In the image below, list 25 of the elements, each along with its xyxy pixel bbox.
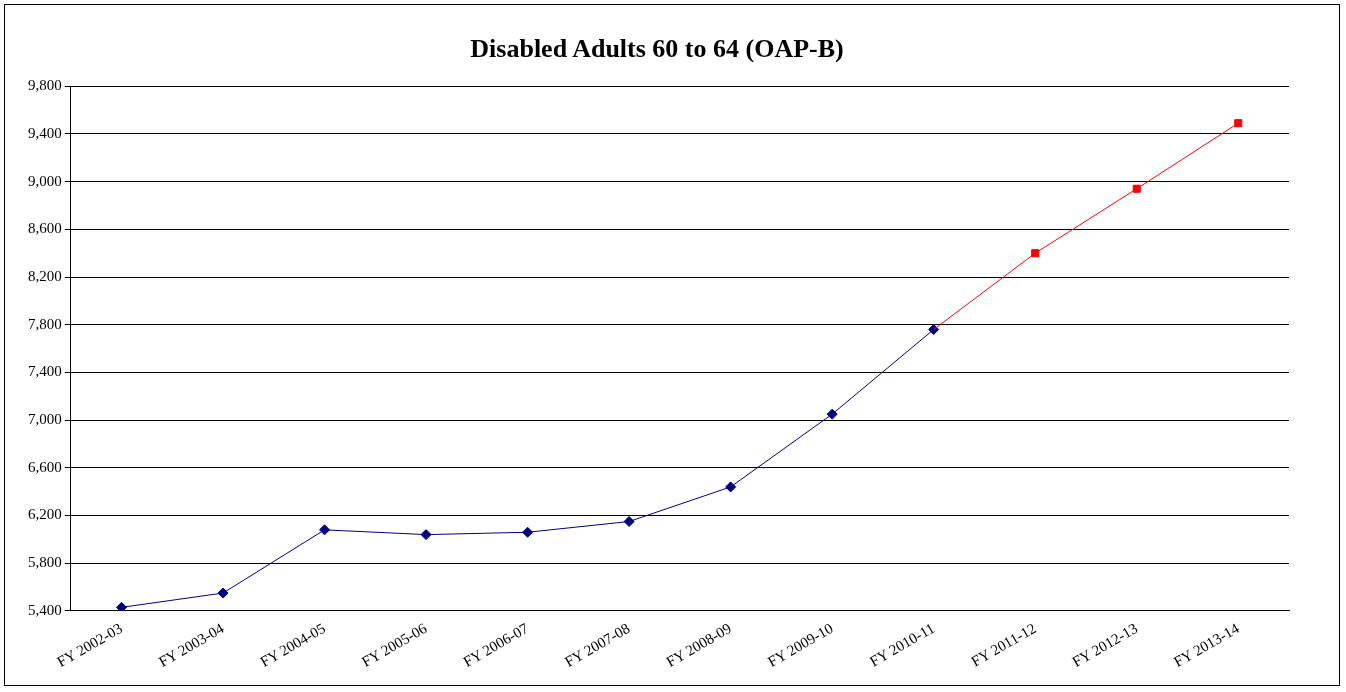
y-tick-label: 8,600	[28, 220, 62, 237]
y-tick-label: 8,200	[28, 267, 62, 284]
point	[116, 601, 128, 611]
point	[826, 408, 838, 420]
point	[319, 524, 331, 536]
point	[1132, 184, 1141, 193]
point	[725, 481, 737, 493]
point	[1234, 119, 1243, 128]
chart-title: Disabled Adults 60 to 64 (OAP-B)	[470, 34, 844, 64]
point	[217, 587, 229, 599]
y-tick-label: 7,400	[28, 363, 62, 380]
y-tick-label: 5,800	[28, 554, 62, 571]
y-tick-label: 6,200	[28, 506, 62, 523]
point	[928, 323, 940, 335]
y-tick-label: 9,800	[28, 77, 62, 94]
y-tick-label: 9,400	[28, 124, 62, 141]
point	[1031, 249, 1040, 258]
y-tick-label: 5,400	[28, 601, 62, 618]
y-tick-label: 6,600	[28, 458, 62, 475]
point	[522, 526, 534, 538]
y-tick-label: 7,800	[28, 315, 62, 332]
point	[623, 516, 635, 528]
point	[420, 529, 432, 541]
y-tick-label: 9,000	[28, 172, 62, 189]
y-tick-label: 7,000	[28, 411, 62, 428]
